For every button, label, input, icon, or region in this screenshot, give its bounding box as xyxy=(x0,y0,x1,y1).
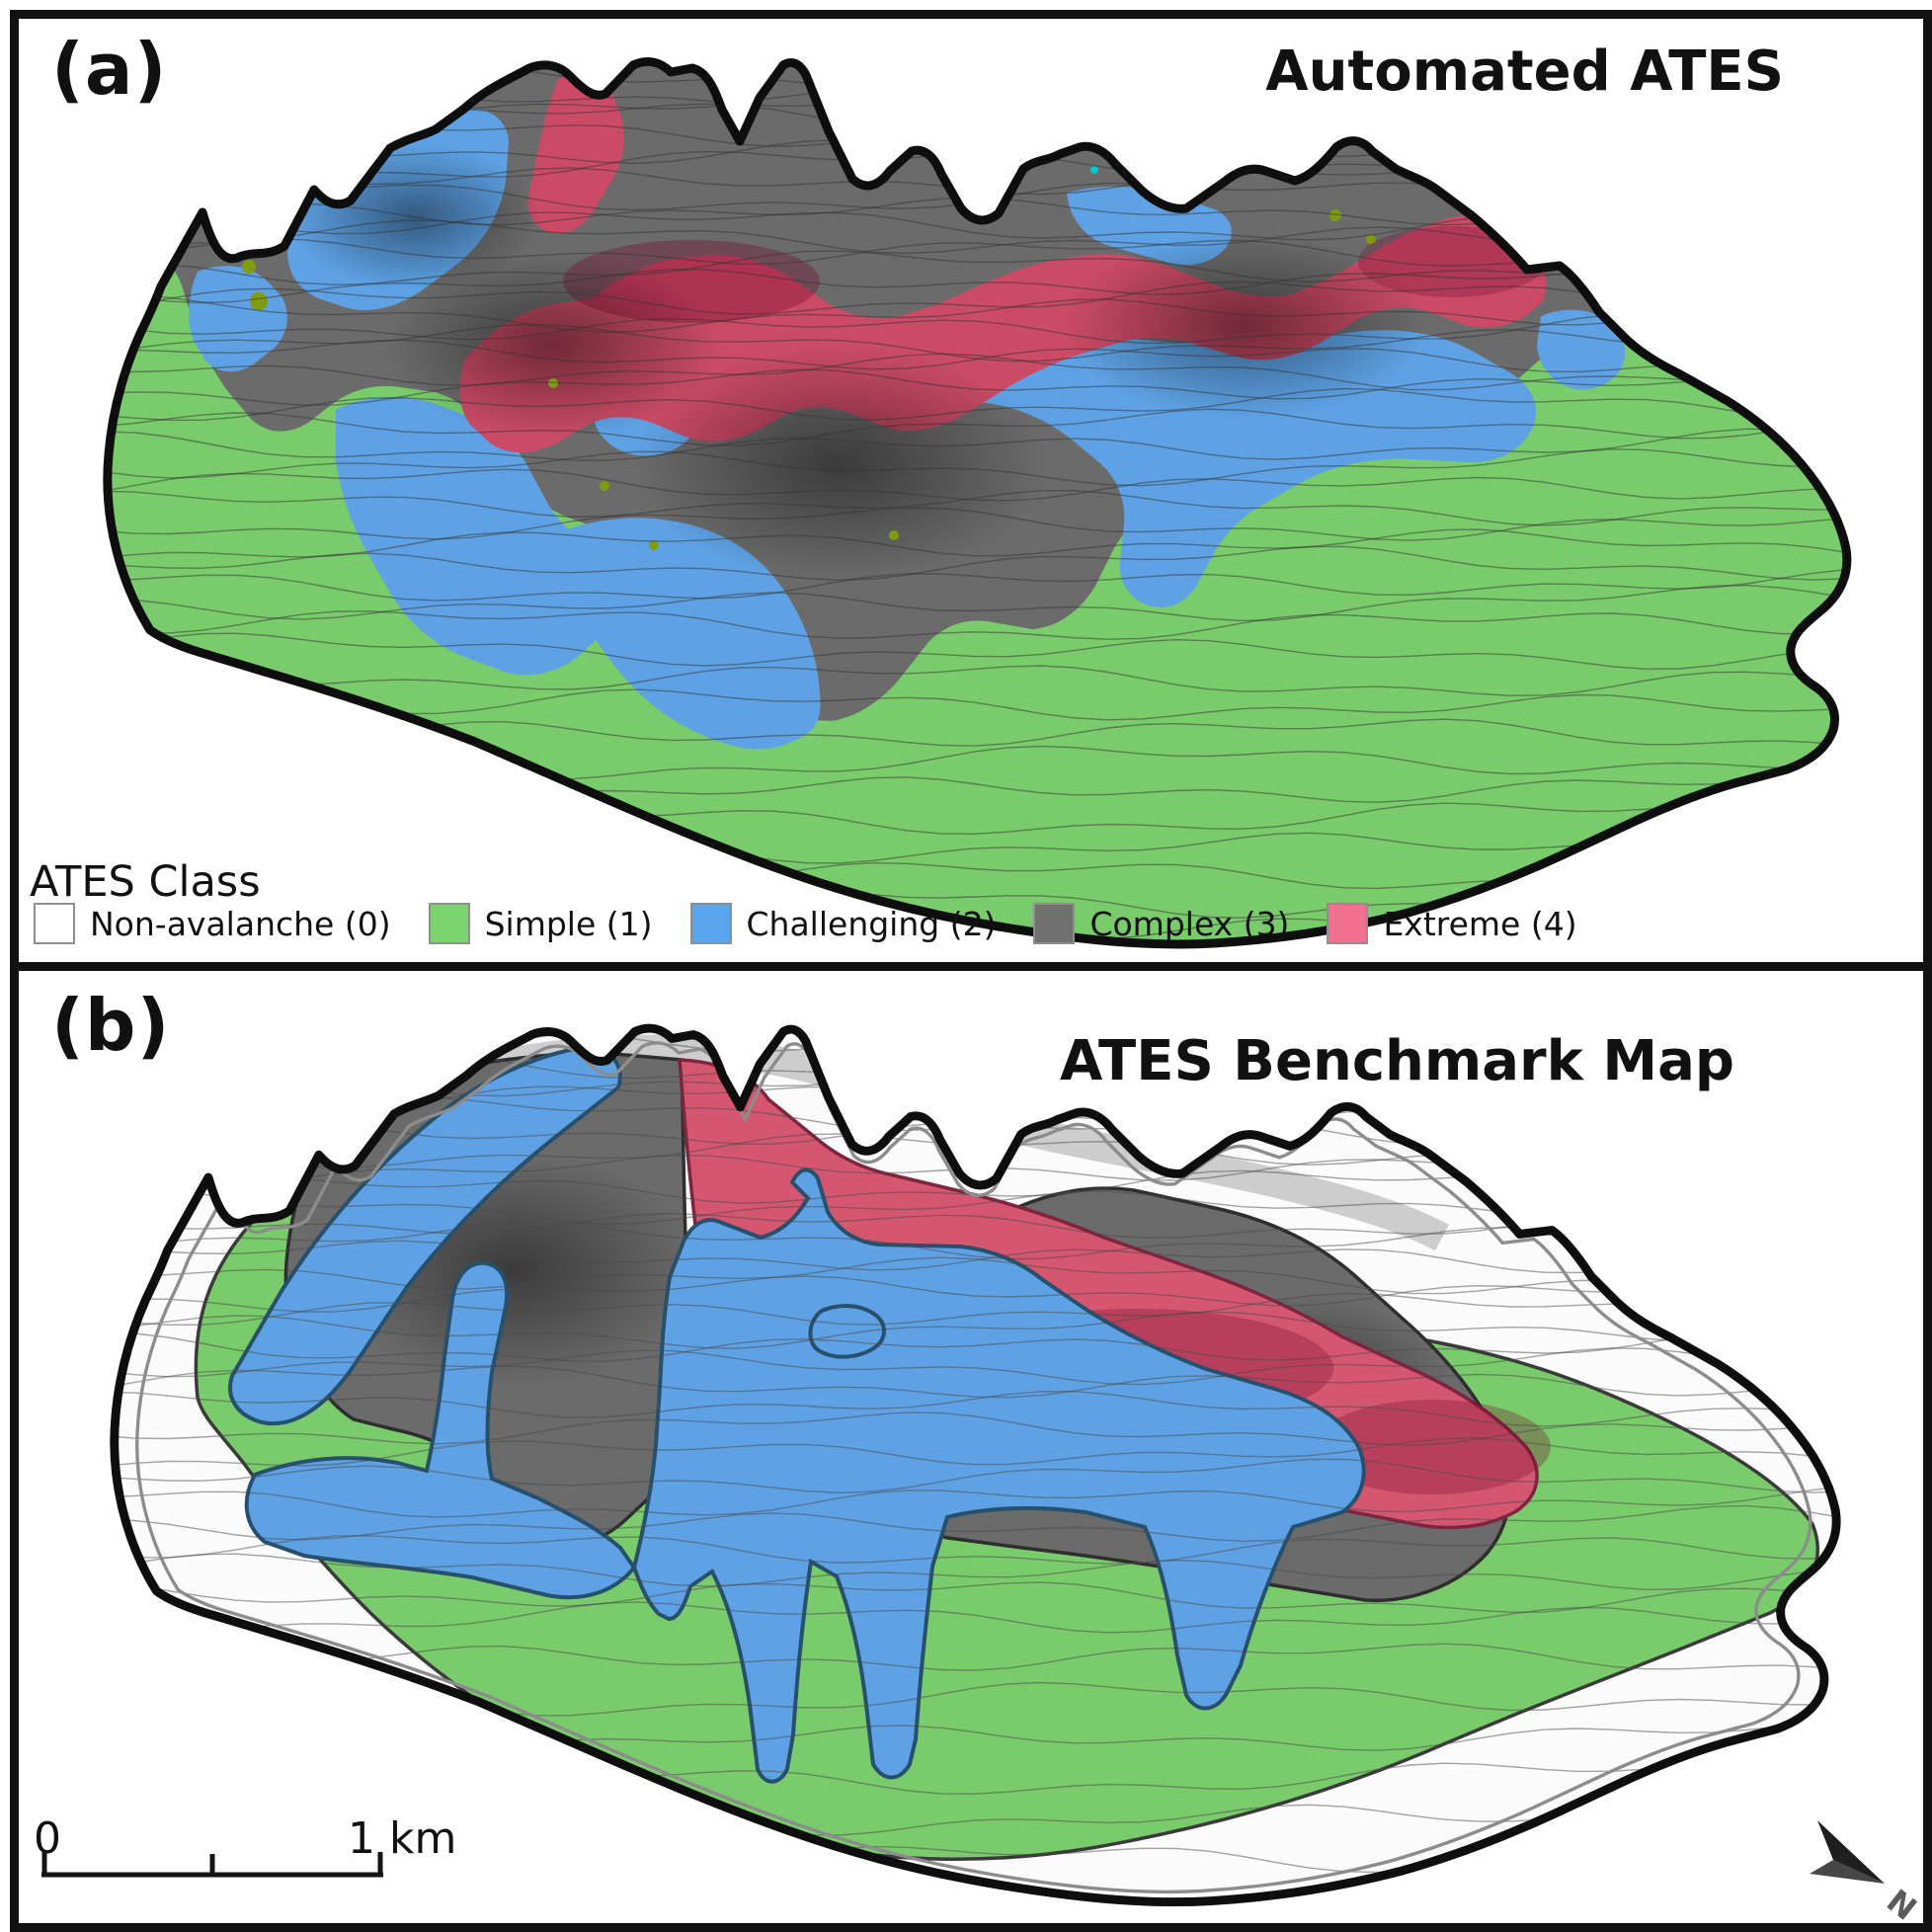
panel-b-map: N xyxy=(41,973,1924,1921)
challenging-regions-b xyxy=(228,1043,1366,1784)
legend-label: Challenging (2) xyxy=(746,904,997,943)
panel-divider xyxy=(10,962,1932,971)
north-arrow: N xyxy=(1810,1820,1924,1921)
legend-item-complex: Complex (3) xyxy=(1033,903,1289,944)
panel-b-label: (b) xyxy=(51,984,171,1067)
complex-swatch xyxy=(1033,903,1076,944)
legend-item-non-avalanche: Non-avalanche (0) xyxy=(34,903,391,944)
panel-a-label: (a) xyxy=(51,28,168,111)
scale-bar xyxy=(41,1852,383,1878)
panel-b-title: ATES Benchmark Map xyxy=(1060,1029,1734,1093)
legend-label: Simple (1) xyxy=(484,904,653,943)
panel-a-map xyxy=(0,20,1932,962)
legend-heading: ATES Class xyxy=(30,857,261,907)
legend-item-simple: Simple (1) xyxy=(428,903,653,944)
non-avalanche-swatch xyxy=(34,903,75,944)
challenging-swatch xyxy=(689,903,732,944)
simple-swatch xyxy=(428,903,470,944)
scale-start-label: 0 xyxy=(34,1813,61,1864)
north-arrow-label: N xyxy=(1880,1882,1923,1921)
legend-item-challenging: Challenging (2) xyxy=(689,903,997,944)
panel-a-title: Automated ATES xyxy=(1265,40,1784,104)
ates-legend: Non-avalanche (0) Simple (1) Challenging… xyxy=(34,903,1577,944)
legend-item-extreme: Extreme (4) xyxy=(1327,903,1577,944)
extreme-swatch xyxy=(1327,903,1369,944)
legend-label: Non-avalanche (0) xyxy=(90,904,391,943)
scale-end-label: 1 km xyxy=(348,1813,457,1864)
legend-label: Extreme (4) xyxy=(1383,904,1577,943)
legend-label: Complex (3) xyxy=(1089,904,1290,943)
